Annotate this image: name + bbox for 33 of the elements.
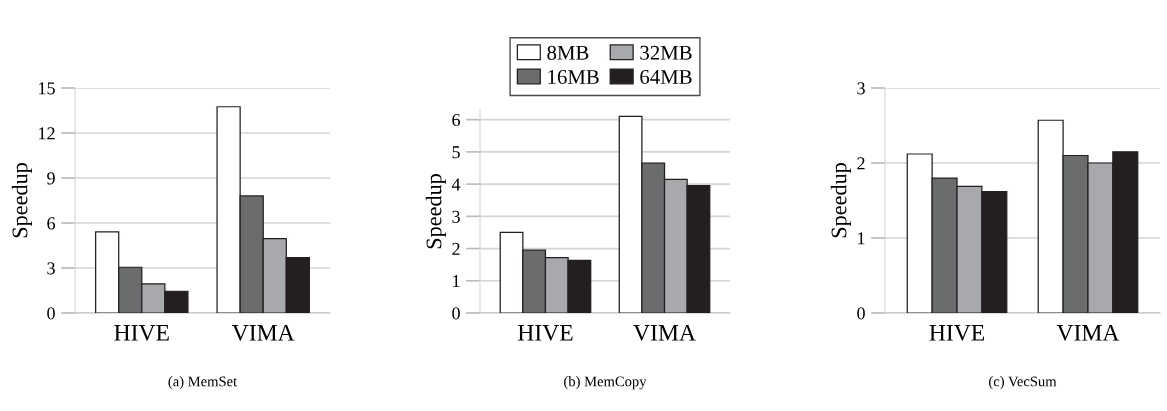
legend-label: 8MB [547, 45, 589, 60]
x-tick-label: HIVE [517, 325, 573, 341]
x-axis-title: (c) VecSum [989, 376, 1057, 390]
y-tick-label: 3 [452, 210, 460, 223]
x-tick-label: HIVE [114, 325, 169, 341]
legend-label: 64MB [640, 70, 692, 84]
x-axis-title: (b) MemCopy [564, 376, 647, 390]
y-tick-label: 15 [39, 82, 55, 95]
y-tick-label: 0 [47, 307, 55, 320]
y-axis-title: Speedup [830, 163, 851, 238]
legend-label: 16MB [548, 70, 599, 84]
y-axis-title: Speedup [425, 174, 446, 249]
y-tick-label: 9 [47, 172, 55, 185]
y-tick-label: 5 [452, 146, 460, 159]
y-tick-label: 6 [47, 217, 56, 230]
y-tick-label: 6 [452, 113, 461, 127]
x-tick-label: VIMA [232, 324, 295, 341]
y-axis-title: Speedup [11, 163, 32, 238]
y-tick-label: 0 [452, 307, 460, 320]
y-tick-label: 1 [453, 275, 460, 288]
y-tick-label: 3 [857, 82, 865, 95]
y-tick-label: 12 [39, 127, 55, 140]
y-tick-label: 1 [858, 232, 865, 245]
y-tick-label: 3 [47, 262, 55, 275]
y-tick-label: 4 [451, 178, 461, 191]
legend-label: 32MB [640, 45, 692, 60]
x-tick-label: VIMA [633, 324, 696, 341]
y-tick-label: 2 [452, 242, 460, 255]
x-axis-title: (a) MemSet [168, 376, 238, 390]
y-tick-label: 2 [857, 157, 865, 170]
y-tick-label: 0 [857, 307, 865, 320]
x-tick-label: HIVE [929, 325, 985, 341]
x-tick-label: VIMA [1056, 324, 1120, 341]
